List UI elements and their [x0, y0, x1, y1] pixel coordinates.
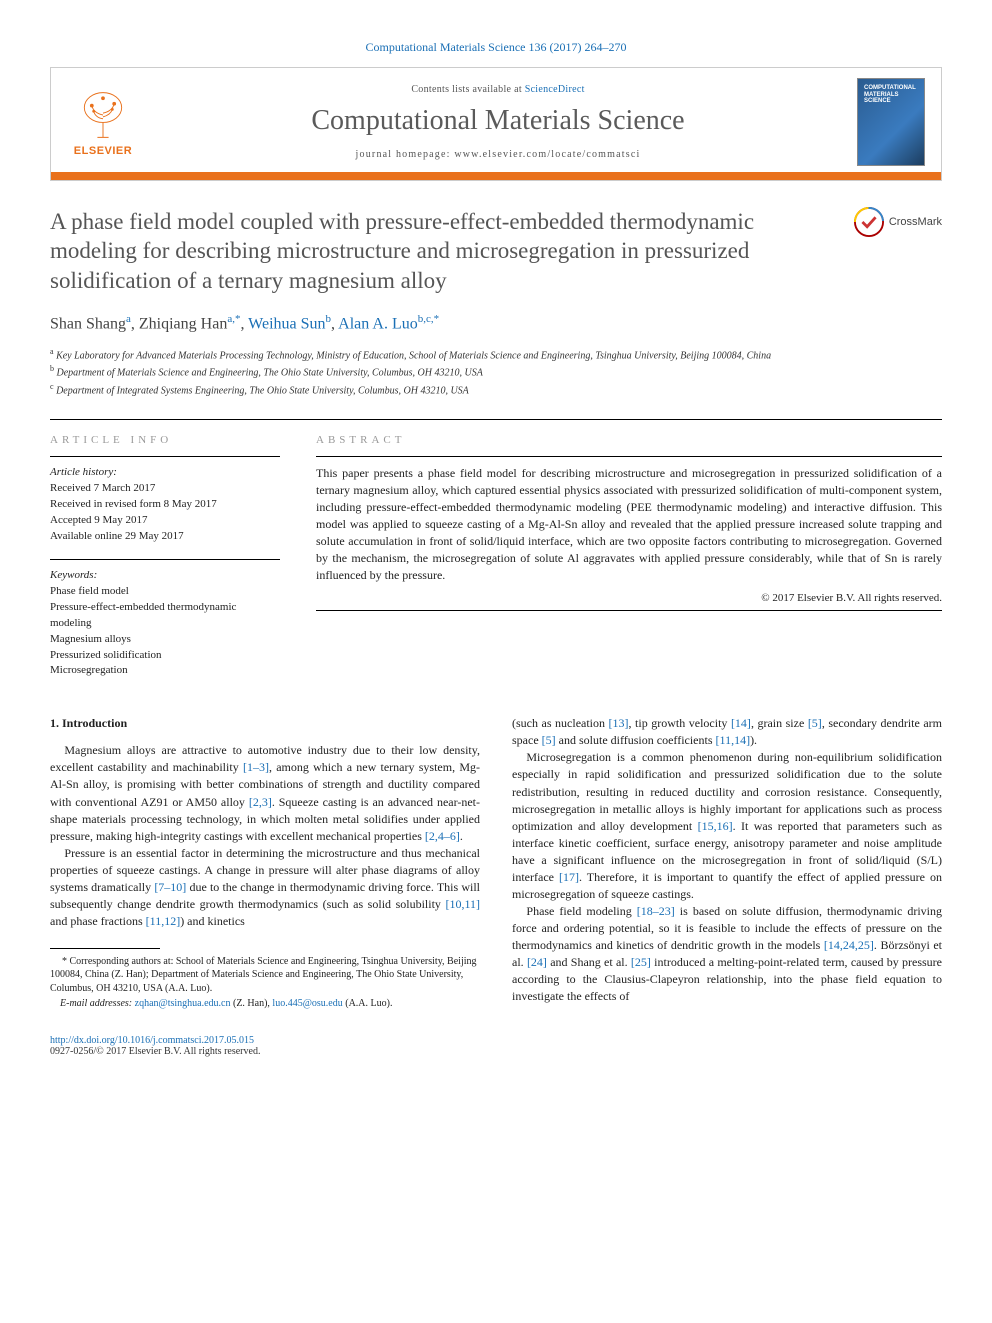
citation-link[interactable]: [11,12]: [146, 914, 181, 928]
contents-prefix: Contents lists available at: [411, 84, 524, 95]
corresponding-author-note: * Corresponding authors at: School of Ma…: [50, 955, 480, 996]
journal-name: Computational Materials Science: [139, 105, 857, 137]
abstract-bottom-divider: [316, 610, 942, 611]
homepage-prefix: journal homepage:: [356, 149, 455, 160]
citation-link[interactable]: [5]: [542, 733, 556, 747]
citation-link[interactable]: [2,3]: [249, 795, 272, 809]
abstract-copyright: © 2017 Elsevier B.V. All rights reserved…: [316, 592, 942, 604]
citation-link[interactable]: [5]: [808, 716, 822, 730]
citation-link[interactable]: [14,24,25]: [824, 938, 874, 952]
abstract-column: abstract This paper presents a phase fie…: [316, 434, 942, 679]
page: Computational Materials Science 136 (201…: [0, 0, 992, 1087]
citation-link[interactable]: [1–3]: [243, 760, 269, 774]
author-3[interactable]: Weihua Sun: [248, 316, 325, 333]
body-columns: 1. Introduction Magnesium alloys are att…: [50, 715, 942, 1012]
article-info-heading: article info: [50, 434, 280, 446]
citation-link[interactable]: [17]: [559, 870, 579, 884]
keyword: Microsegregation: [50, 664, 128, 676]
journal-header-box: ELSEVIER Contents lists available at Sci…: [50, 67, 942, 181]
abstract-divider: [316, 456, 942, 457]
citation-link[interactable]: [2,4–6]: [425, 829, 460, 843]
keyword: Magnesium alloys: [50, 633, 131, 645]
crossmark-icon: [854, 207, 884, 237]
citation-link[interactable]: [14]: [731, 716, 751, 730]
journal-homepage-line: journal homepage: www.elsevier.com/locat…: [139, 149, 857, 160]
body-paragraph: Phase field modeling [18–23] is based on…: [512, 903, 942, 1005]
crossmark-label: CrossMark: [889, 216, 942, 228]
homepage-url[interactable]: www.elsevier.com/locate/commatsci: [454, 149, 640, 160]
article-history: Article history: Received 7 March 2017 R…: [50, 465, 280, 545]
body-paragraph: Pressure is an essential factor in deter…: [50, 845, 480, 930]
journal-cover-thumbnail: COMPUTATIONAL MATERIALS SCIENCE: [857, 78, 925, 166]
author-3-aff: b: [326, 313, 332, 325]
history-label: Article history:: [50, 466, 117, 478]
body-paragraph: Microsegregation is a common phenomenon …: [512, 749, 942, 902]
keyword: Pressure-effect-embedded thermodynamic m…: [50, 601, 236, 629]
keyword: Pressurized solidification: [50, 649, 162, 661]
citation-link[interactable]: [25]: [631, 955, 651, 969]
keyword: Phase field model: [50, 585, 129, 597]
keywords-divider: [50, 559, 280, 560]
cover-thumb-text: COMPUTATIONAL MATERIALS SCIENCE: [864, 85, 918, 105]
affiliation-c: Department of Integrated Systems Enginee…: [56, 386, 469, 397]
affiliation-a: Key Laboratory for Advanced Materials Pr…: [56, 350, 771, 361]
doi-link[interactable]: http://dx.doi.org/10.1016/j.commatsci.20…: [50, 1035, 254, 1046]
author-4-aff: b,c,: [418, 313, 434, 325]
email-link[interactable]: zqhan@tsinghua.edu.cn: [135, 998, 231, 1009]
keywords-block: Keywords: Phase field model Pressure-eff…: [50, 568, 280, 680]
orange-accent-bar: [51, 172, 941, 180]
citation-link[interactable]: [10,11]: [445, 897, 480, 911]
body-column-right: (such as nucleation [13], tip growth vel…: [512, 715, 942, 1012]
body-column-left: 1. Introduction Magnesium alloys are att…: [50, 715, 480, 1012]
citation-link[interactable]: [15,16]: [698, 819, 733, 833]
email-link[interactable]: luo.445@osu.edu: [272, 998, 342, 1009]
body-paragraph: Magnesium alloys are attractive to autom…: [50, 742, 480, 844]
author-2-aff: a,: [227, 313, 235, 325]
contents-available-line: Contents lists available at ScienceDirec…: [139, 84, 857, 95]
author-2-corr-star: *: [235, 313, 241, 325]
email-addresses: E-mail addresses: zqhan@tsinghua.edu.cn …: [50, 997, 480, 1011]
history-accepted: Accepted 9 May 2017: [50, 514, 147, 526]
info-divider: [50, 456, 280, 457]
history-revised: Received in revised form 8 May 2017: [50, 498, 217, 510]
footnote-separator: [50, 948, 160, 949]
authors-line: Shan Shanga, Zhiqiang Hana,*, Weihua Sun…: [50, 313, 942, 333]
crossmark-badge[interactable]: CrossMark: [854, 207, 942, 237]
section-heading-introduction: 1. Introduction: [50, 715, 480, 732]
article-title: A phase field model coupled with pressur…: [50, 207, 834, 295]
author-4[interactable]: Alan A. Luo: [338, 316, 418, 333]
keywords-label: Keywords:: [50, 569, 97, 581]
affiliations: a Key Laboratory for Advanced Materials …: [50, 346, 942, 399]
author-2: Zhiqiang Han: [139, 316, 227, 333]
publisher-logo-text: ELSEVIER: [74, 145, 132, 157]
footnotes: * Corresponding authors at: School of Ma…: [50, 955, 480, 1011]
history-online: Available online 29 May 2017: [50, 530, 184, 542]
citation-link[interactable]: [7–10]: [154, 880, 186, 894]
author-1: Shan Shang: [50, 316, 126, 333]
citation-bar: Computational Materials Science 136 (201…: [50, 40, 942, 55]
author-1-aff: a: [126, 313, 131, 325]
history-received: Received 7 March 2017: [50, 482, 155, 494]
abstract-text: This paper presents a phase field model …: [316, 465, 942, 584]
citation-link[interactable]: [11,14]: [716, 733, 751, 747]
sciencedirect-link[interactable]: ScienceDirect: [525, 84, 585, 95]
elsevier-tree-icon: [75, 87, 131, 143]
affiliation-b: Department of Materials Science and Engi…: [57, 368, 483, 379]
issn-copyright-line: 0927-0256/© 2017 Elsevier B.V. All right…: [50, 1046, 260, 1057]
abstract-heading: abstract: [316, 434, 942, 446]
citation-link[interactable]: [13]: [609, 716, 629, 730]
page-footer: http://dx.doi.org/10.1016/j.commatsci.20…: [50, 1035, 942, 1057]
author-4-corr-star: *: [434, 313, 440, 325]
citation-link[interactable]: [18–23]: [637, 904, 675, 918]
publisher-logo: ELSEVIER: [67, 87, 139, 157]
article-info-column: article info Article history: Received 7…: [50, 434, 280, 679]
body-paragraph: (such as nucleation [13], tip growth vel…: [512, 715, 942, 749]
divider: [50, 419, 942, 420]
citation-link[interactable]: [24]: [527, 955, 547, 969]
